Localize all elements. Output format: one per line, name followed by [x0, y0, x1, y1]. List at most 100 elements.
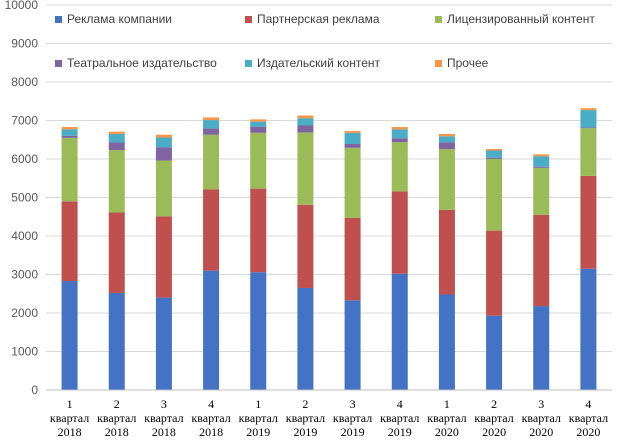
x-tick-label: квартал	[522, 411, 561, 425]
bars	[61, 108, 597, 390]
bar-segment	[344, 132, 361, 144]
y-tick-label: 0	[31, 383, 38, 397]
x-tick-label: квартал	[380, 411, 419, 425]
x-tick-label: 1	[67, 397, 73, 411]
bar-segment	[250, 119, 267, 122]
x-tick-label: квартал	[286, 411, 325, 425]
bar-segment	[391, 191, 408, 274]
x-tick-label: 2	[302, 397, 308, 411]
x-tick-label: 2	[114, 397, 120, 411]
bar-segment	[155, 137, 172, 148]
x-tick-label: 4	[585, 397, 591, 411]
bar-segment	[438, 133, 455, 137]
bar-segment	[155, 147, 172, 161]
x-tick-label: 2019	[293, 425, 317, 439]
legend-swatch	[435, 16, 442, 23]
x-axis: 1квартал20182квартал20183квартал20184ква…	[46, 389, 612, 439]
x-tick-label: квартал	[50, 411, 89, 425]
x-tick-label: 2020	[529, 425, 553, 439]
x-tick-label: 2020	[435, 425, 459, 439]
legend-swatch	[55, 16, 62, 23]
bar-segment	[391, 129, 408, 139]
bar-segment	[486, 230, 503, 316]
bar-segment	[108, 131, 125, 134]
x-tick-label: квартал	[333, 411, 372, 425]
bar-segment	[203, 134, 220, 190]
y-axis: 0 1000 2000 3000 4000 5000 6000 7000 8000 9000 100…	[5, 0, 39, 397]
bar-segment	[61, 137, 78, 202]
bar-segment	[533, 167, 550, 215]
bar-segment	[61, 281, 78, 390]
x-tick-label: 2019	[246, 425, 270, 439]
x-tick-label: 2018	[58, 425, 82, 439]
x-tick-label: 3	[161, 397, 167, 411]
x-tick-label: 2018	[199, 425, 223, 439]
bar-segment	[108, 142, 125, 151]
bar-segment	[203, 270, 220, 390]
legend-swatch	[245, 60, 252, 67]
bar-segment	[155, 216, 172, 298]
x-tick-label: 2020	[576, 425, 600, 439]
legend-label: Театральное издательство	[67, 56, 217, 70]
bar-segment	[533, 156, 550, 167]
x-tick-label: 2018	[105, 425, 129, 439]
x-tick-label: 2019	[388, 425, 412, 439]
gridlines	[46, 4, 612, 352]
bar-segment	[297, 132, 314, 205]
bar-segment	[344, 217, 361, 301]
bar-segment	[61, 135, 78, 138]
bar-segment	[155, 160, 172, 217]
y-tick-label: 7000	[11, 114, 38, 128]
bar-segment	[344, 147, 361, 218]
bar-segment	[203, 117, 220, 121]
legend-swatch	[245, 16, 252, 23]
bar-segment	[580, 175, 597, 269]
bar-segment	[486, 159, 503, 231]
x-tick-label: квартал	[239, 411, 278, 425]
x-tick-label: 4	[208, 397, 214, 411]
y-tick-label: 4000	[11, 229, 38, 243]
x-tick-label: квартал	[474, 411, 513, 425]
bar-segment	[580, 127, 597, 129]
y-tick-label: 8000	[11, 75, 38, 89]
legend-label: Реклама компании	[67, 12, 172, 26]
bar-segment	[486, 150, 503, 158]
bar-segment	[438, 142, 455, 149]
x-tick-label: квартал	[97, 411, 136, 425]
legend-label: Прочее	[447, 56, 489, 70]
bar-segment	[344, 130, 361, 133]
bar-segment	[391, 142, 408, 192]
bar-segment	[438, 294, 455, 390]
bar-segment	[108, 133, 125, 143]
x-tick-label: 2018	[152, 425, 176, 439]
x-tick-label: 2	[491, 397, 497, 411]
legend-label: Лицензированный контент	[447, 12, 595, 26]
bar-segment	[486, 157, 503, 159]
bar-segment	[250, 188, 267, 273]
y-tick-label: 3000	[11, 268, 38, 282]
bar-segment	[203, 120, 220, 129]
y-tick-label: 10000	[5, 0, 39, 12]
y-tick-label: 1000	[11, 345, 38, 359]
x-tick-label: 3	[538, 397, 544, 411]
y-tick-label: 2000	[11, 306, 38, 320]
bar-segment	[61, 129, 78, 136]
x-tick-label: 1	[255, 397, 261, 411]
bar-segment	[297, 118, 314, 126]
x-tick-label: 3	[350, 397, 356, 411]
bar-segment	[61, 201, 78, 282]
bar-segment	[533, 166, 550, 168]
bar-segment	[297, 287, 314, 390]
y-tick-label: 9000	[11, 37, 38, 51]
bar-segment	[297, 125, 314, 133]
x-tick-label: 2019	[341, 425, 365, 439]
x-tick-label: квартал	[569, 411, 608, 425]
bar-segment	[297, 204, 314, 288]
bar-segment	[486, 315, 503, 390]
y-tick-label: 6000	[11, 152, 38, 166]
bar-segment	[108, 212, 125, 293]
legend: Реклама компании Партнерская реклама Лицен…	[55, 12, 595, 70]
bar-segment	[250, 126, 267, 133]
bar-segment	[580, 108, 597, 111]
